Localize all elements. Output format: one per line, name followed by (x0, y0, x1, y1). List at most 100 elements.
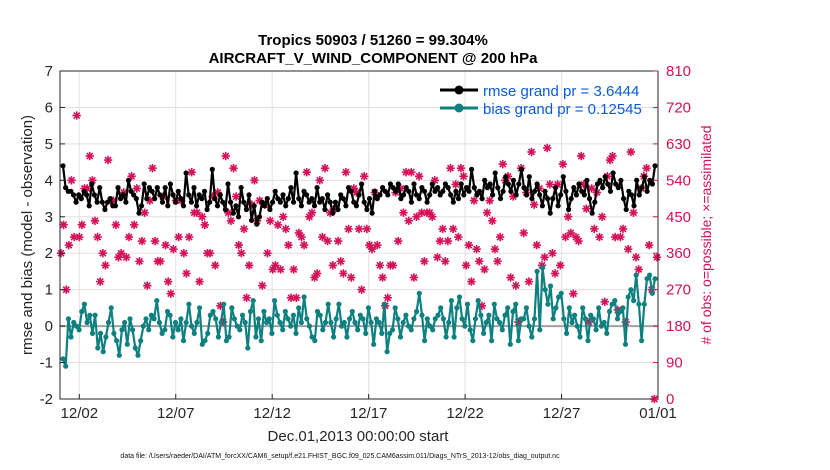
obs-marker (339, 269, 348, 278)
bias-point (572, 312, 578, 318)
rmse-point (510, 177, 517, 183)
x-tick-label: 12/17 (350, 405, 388, 422)
right-y-tick-label: 360 (666, 245, 691, 262)
bias-point (641, 301, 647, 307)
rmse-point (492, 170, 498, 176)
bias-point (202, 338, 208, 344)
rmse-point (322, 206, 328, 213)
obs-marker (286, 293, 296, 302)
bias-point (167, 312, 173, 318)
bias-point (223, 338, 229, 344)
obs-marker (595, 232, 604, 242)
bias-point (87, 312, 93, 318)
legend-bias-marker (454, 103, 464, 113)
bias-point (197, 305, 203, 311)
bias-point (130, 327, 136, 333)
bias-point (105, 319, 112, 326)
bias-point (523, 305, 530, 311)
obs-marker (490, 244, 500, 254)
rmse-point (272, 188, 278, 194)
bias-point (151, 316, 157, 322)
x-tick-label: 01/01 (639, 405, 677, 422)
bias-point (255, 316, 262, 322)
bias-point (266, 316, 272, 322)
rmse-point (188, 199, 194, 205)
bias-point (146, 327, 152, 333)
obs-marker (407, 168, 416, 177)
rmse-point (104, 199, 111, 205)
obs-marker (132, 184, 142, 193)
bias-point (159, 330, 165, 336)
left-axis-ticks: -2 -1 0 1 2 3 4 5 6 7 (40, 63, 65, 408)
rmse-point (259, 199, 265, 205)
rmse-point (529, 196, 535, 202)
obs-marker (495, 232, 505, 242)
rmse-point (461, 192, 467, 198)
rmse-point (364, 206, 370, 213)
y-tick-label: 5 (45, 136, 53, 153)
rmse-point (293, 170, 299, 176)
bias-point (628, 287, 634, 293)
rmse-point (639, 185, 645, 191)
bias-point (194, 319, 200, 326)
rmse-point (178, 196, 184, 202)
rmse-point (542, 188, 548, 194)
bias-point (639, 338, 645, 344)
rmse-point (131, 192, 137, 198)
rmse-point (348, 188, 354, 194)
obs-marker (527, 147, 536, 157)
obs-marker (420, 257, 429, 266)
rmse-point (581, 192, 587, 198)
bias-point (416, 290, 422, 296)
obs-marker (566, 228, 575, 238)
data-file-footer: data file: /Users/raeder/DAI/ATM_forcXX/… (120, 453, 560, 460)
rmse-point (442, 181, 448, 187)
bias-point (119, 327, 125, 333)
bias-point (440, 316, 446, 322)
obs-marker (404, 216, 413, 226)
obs-marker (563, 212, 573, 221)
bias-point (60, 356, 66, 362)
bias-point (79, 308, 85, 315)
obs-marker (532, 240, 541, 250)
obs-marker (529, 200, 539, 209)
rmse-point (159, 199, 166, 205)
rmse-point (513, 192, 519, 198)
obs-marker (597, 212, 607, 221)
rmse-point (70, 192, 77, 198)
bias-point (229, 305, 235, 311)
obs-marker (582, 204, 591, 213)
obs-marker (245, 261, 254, 270)
bias-point (124, 341, 130, 347)
rmse-point (445, 185, 451, 191)
rmse-point (270, 199, 276, 205)
obs-marker (354, 224, 364, 234)
bias-point (322, 319, 329, 326)
rmse-point (592, 199, 598, 205)
rmse-point (594, 181, 601, 187)
rmse-point (220, 199, 226, 205)
bias-point (537, 327, 543, 333)
rmse-point (298, 203, 304, 209)
bias-point (596, 305, 602, 311)
bias-point (606, 308, 613, 315)
obs-marker (143, 281, 152, 290)
rmse-point (296, 196, 302, 202)
rmse-point (306, 199, 312, 205)
obs-marker (341, 168, 351, 177)
bias-point (534, 268, 540, 274)
obs-marker (234, 240, 243, 250)
rmse-point (233, 203, 239, 209)
obs-marker (394, 236, 403, 246)
rmse-point (495, 185, 501, 191)
obs-marker (412, 212, 421, 221)
obs-marker (93, 232, 102, 242)
right-y-tick-label: 720 (666, 99, 691, 116)
rmse-point (280, 192, 286, 198)
bias-point (210, 308, 216, 315)
obs-marker (519, 228, 528, 238)
rmse-point (427, 192, 433, 198)
rmse-point (262, 203, 268, 209)
rmse-point (380, 185, 386, 191)
bias-point (513, 301, 519, 307)
